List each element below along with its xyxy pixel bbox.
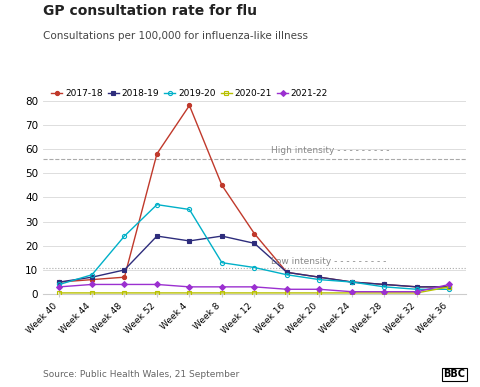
- 2021-22: [89, 282, 95, 287]
- 2021-22: [57, 284, 62, 289]
- 2018-19: [121, 268, 127, 272]
- 2020-21: [284, 291, 290, 295]
- 2020-21: [316, 291, 322, 295]
- 2021-22: [284, 287, 290, 292]
- 2021-22: [252, 284, 257, 289]
- 2019-20: [382, 284, 387, 289]
- 2019-20: [187, 207, 192, 212]
- 2021-22: [414, 289, 420, 294]
- 2019-20: [154, 202, 160, 207]
- 2020-21: [121, 291, 127, 295]
- 2017-18: [154, 151, 160, 156]
- 2021-22: [121, 282, 127, 287]
- 2017-18: [89, 277, 95, 282]
- Line: 2020-21: 2020-21: [58, 285, 451, 295]
- Line: 2017-18: 2017-18: [58, 103, 451, 289]
- 2018-19: [349, 280, 355, 284]
- 2017-18: [121, 275, 127, 279]
- 2018-19: [187, 238, 192, 243]
- 2018-19: [414, 284, 420, 289]
- 2021-22: [154, 282, 160, 287]
- 2017-18: [349, 280, 355, 284]
- 2021-22: [187, 284, 192, 289]
- Text: Source: Public Health Wales, 21 September: Source: Public Health Wales, 21 Septembe…: [43, 370, 240, 379]
- 2020-21: [349, 291, 355, 295]
- 2017-18: [219, 183, 225, 188]
- 2018-19: [382, 282, 387, 287]
- 2019-20: [89, 272, 95, 277]
- 2017-18: [382, 282, 387, 287]
- Text: High intensity - - - - - - - - -: High intensity - - - - - - - - -: [271, 146, 389, 155]
- Text: Low intensity - - - - - - - - -: Low intensity - - - - - - - - -: [271, 257, 386, 266]
- 2018-19: [252, 241, 257, 246]
- 2017-18: [187, 103, 192, 108]
- 2017-18: [284, 270, 290, 275]
- 2019-20: [414, 287, 420, 292]
- 2020-21: [154, 291, 160, 295]
- 2019-20: [121, 234, 127, 238]
- Text: BBC: BBC: [444, 369, 466, 379]
- Text: GP consultation rate for flu: GP consultation rate for flu: [43, 4, 257, 18]
- 2019-20: [252, 265, 257, 270]
- 2021-22: [446, 282, 452, 287]
- 2020-21: [219, 291, 225, 295]
- 2018-19: [89, 275, 95, 279]
- 2020-21: [382, 291, 387, 295]
- 2020-21: [187, 291, 192, 295]
- Text: Consultations per 100,000 for influenza-like illness: Consultations per 100,000 for influenza-…: [43, 31, 308, 41]
- 2021-22: [349, 289, 355, 294]
- 2020-21: [446, 284, 452, 289]
- 2017-18: [414, 284, 420, 289]
- 2018-19: [57, 280, 62, 284]
- 2020-21: [252, 291, 257, 295]
- 2019-20: [446, 287, 452, 292]
- Legend: 2017-18, 2018-19, 2019-20, 2020-21, 2021-22: 2017-18, 2018-19, 2019-20, 2020-21, 2021…: [48, 86, 332, 102]
- 2021-22: [316, 287, 322, 292]
- 2018-19: [154, 234, 160, 238]
- 2017-18: [252, 231, 257, 236]
- 2019-20: [57, 282, 62, 287]
- 2018-19: [219, 234, 225, 238]
- 2020-21: [414, 291, 420, 295]
- 2020-21: [57, 291, 62, 295]
- 2019-20: [349, 280, 355, 284]
- Line: 2021-22: 2021-22: [58, 283, 451, 294]
- 2020-21: [89, 291, 95, 295]
- 2019-20: [219, 260, 225, 265]
- 2018-19: [446, 284, 452, 289]
- 2021-22: [382, 289, 387, 294]
- 2017-18: [446, 284, 452, 289]
- 2019-20: [284, 272, 290, 277]
- Line: 2018-19: 2018-19: [58, 234, 451, 289]
- 2018-19: [316, 275, 322, 279]
- Line: 2019-20: 2019-20: [58, 202, 451, 291]
- 2017-18: [57, 280, 62, 284]
- 2021-22: [219, 284, 225, 289]
- 2018-19: [284, 270, 290, 275]
- 2019-20: [316, 277, 322, 282]
- 2017-18: [316, 275, 322, 279]
